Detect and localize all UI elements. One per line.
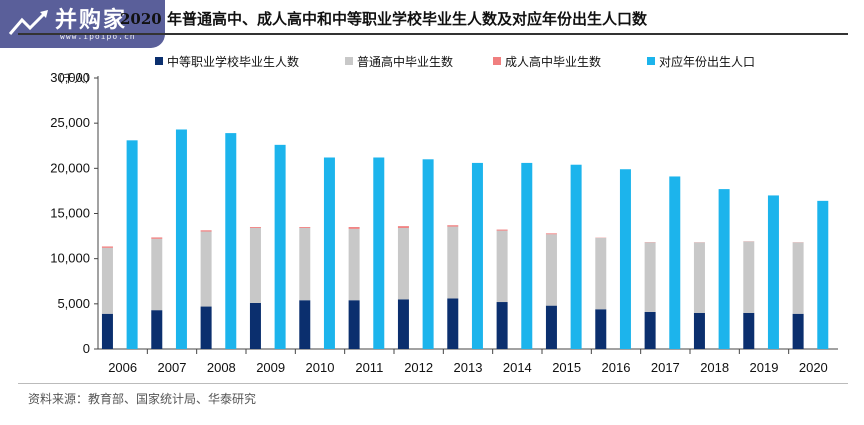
y-tick-label: 0 [83,341,90,356]
bar-segment [249,302,261,349]
bar-births [669,176,681,349]
bar-segment [693,242,705,313]
title-divider [18,33,848,35]
bar-segment [101,246,113,248]
bar-segment [151,237,163,239]
bar-births [521,162,533,349]
x-tick-label: 2006 [108,360,137,375]
bar-births [767,195,779,349]
x-tick-label: 2011 [355,360,383,375]
bar-segment [299,227,311,301]
bar-births [471,162,483,349]
x-axis: 2006 2007 2008 2009 2010 2011 2012 2013 2014 2015… [98,348,838,375]
x-tick-label: 2020 [799,360,828,375]
y-tick-label: 15,000 [50,206,90,221]
legend-swatch [345,57,353,65]
legend-label: 成人高中毕业生数 [505,54,601,69]
x-tick-label: 2015 [552,360,581,375]
bar-births [175,129,187,349]
bar-segment [200,306,212,349]
x-tick-label: 2009 [256,360,285,375]
bar-segment [200,230,212,232]
bar-segment [545,234,557,306]
bar-segment [545,233,557,235]
x-tick-label: 2019 [750,360,779,375]
x-tick-label: 2008 [207,360,236,375]
bar-segment [348,228,360,301]
y-tick-label: 10,000 [50,251,90,266]
bar-segment [496,230,508,303]
y-axis: 0 5,000 10,000 15,000 20,000 25,000 30,000（千人） [50,70,99,356]
bar-segment [397,299,409,349]
bar-segment [348,227,360,229]
y-tick-label: 20,000 [50,160,90,175]
x-tick-label: 2018 [700,360,729,375]
x-tick-label: 2014 [503,360,532,375]
x-tick-label: 2013 [454,360,483,375]
y-tick-label: 30,000 [50,70,90,85]
bar-segment [348,300,360,349]
bar-births [570,164,582,349]
bar-segment [299,227,311,228]
bar-segment [151,238,163,311]
bar-segment [447,226,459,299]
chart-bars [101,129,829,349]
source-note: 资料来源：教育部、国家统计局、华泰研究 [28,392,257,406]
bar-births [274,144,286,349]
bar-segment [595,309,607,349]
bar-segment [200,231,212,307]
bar-segment [101,247,113,314]
legend-swatch [493,57,501,65]
bar-births [817,200,829,349]
bar-births [619,169,631,349]
bar-births [718,189,730,349]
chart-title: 2020 年普通高中、成人高中和中等职业学校毕业生人数及对应年份出生人口数 [120,10,647,28]
y-tick-label: 5,000 [57,296,90,311]
bar-segment [447,225,459,227]
legend-label: 普通高中毕业生数 [357,54,453,69]
chart-legend: 中等职业学校毕业生人数 普通高中毕业生数 成人高中毕业生数 对应年份出生人口 [155,54,755,69]
footer-divider [18,383,848,384]
bar-births [126,140,138,349]
x-tick-label: 2007 [158,360,187,375]
bar-births [373,157,385,349]
watermark-logo: 并购家 www.ipoipo.cn [0,0,165,48]
bar-births [323,157,335,349]
bar-segment [397,226,409,228]
watermark-name: 并购家 [55,8,128,33]
bar-segment [792,242,804,314]
x-tick-label: 2017 [651,360,680,375]
bar-segment [397,227,409,300]
bar-segment [545,305,557,349]
x-tick-label: 2016 [602,360,631,375]
legend-label: 中等职业学校毕业生人数 [167,54,299,69]
bar-births [225,133,237,349]
bar-segment [249,227,261,303]
bar-segment [644,242,656,312]
legend-label: 对应年份出生人口 [659,54,755,69]
bar-segment [151,310,163,349]
bar-segment [496,229,508,231]
x-tick-label: 2012 [404,360,433,375]
bar-segment [299,300,311,349]
bar-segment [496,302,508,349]
chart-logo-icon [8,10,48,35]
bar-segment [595,237,607,310]
y-unit-label: （千人） [52,72,96,85]
watermark-url: www.ipoipo.cn [60,32,136,41]
legend-swatch [155,57,163,65]
bar-births [422,159,434,349]
bar-segment [101,313,113,349]
y-tick-label: 25,000 [50,115,90,130]
bar-segment [743,241,755,313]
legend-swatch [647,57,655,65]
bar-segment [743,312,755,349]
bar-segment [693,312,705,349]
bar-segment [644,311,656,349]
bar-segment [249,227,261,228]
bar-segment [792,313,804,349]
bar-segment [447,298,459,349]
x-tick-label: 2010 [306,360,335,375]
